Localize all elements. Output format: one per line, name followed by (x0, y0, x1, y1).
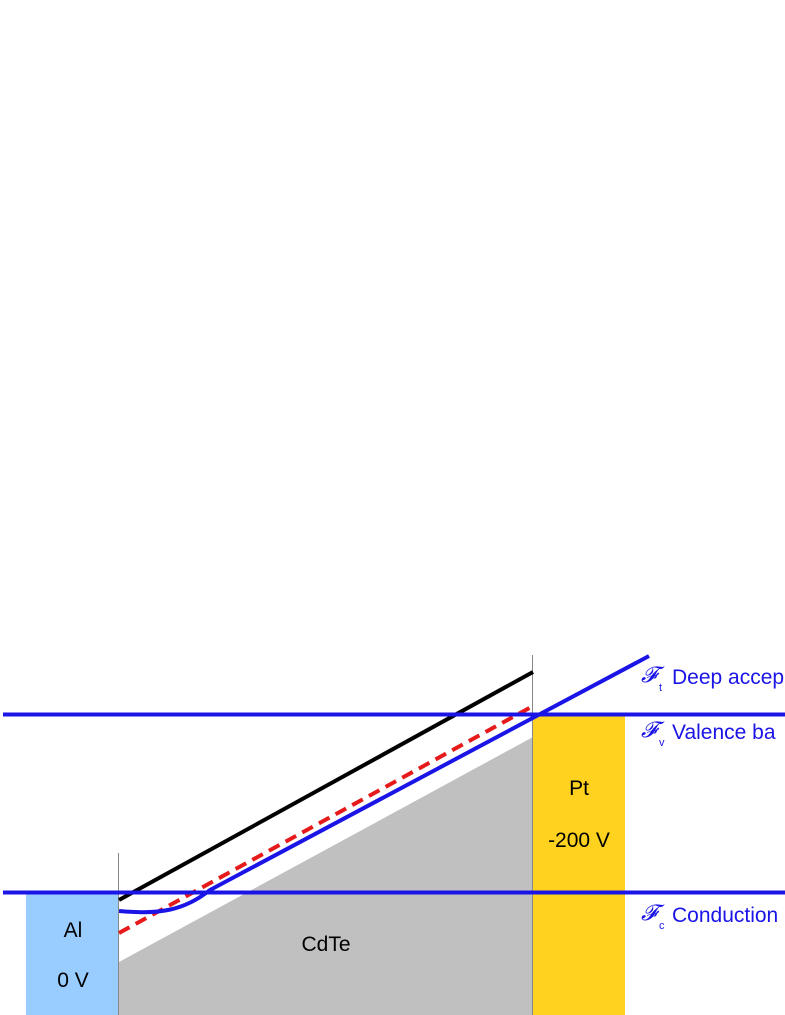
al-electrode (26, 893, 119, 1015)
conduction-label-group: 𝓕 c Conduction (641, 901, 778, 932)
valence-label-group: 𝓕 v Valence ba (641, 718, 776, 749)
black-band-line (118, 670, 534, 902)
conduction-subscript: c (659, 920, 665, 932)
deep-acceptor-label-group: 𝓕 t Deep accep (641, 663, 784, 694)
deep-acceptor-label: Deep accep (672, 666, 784, 689)
cdte-region (119, 737, 533, 1015)
red-dashed-line (118, 704, 534, 935)
cdte-label: CdTe (301, 933, 350, 956)
al-label: Al (64, 919, 83, 942)
deep-acceptor-subscript: t (659, 682, 662, 694)
conduction-label: Conduction (672, 904, 778, 927)
pt-voltage: -200 V (548, 829, 610, 852)
pt-label: Pt (569, 777, 589, 800)
pt-electrode (533, 715, 625, 1015)
al-voltage: 0 V (57, 969, 89, 992)
valence-label: Valence ba (672, 721, 776, 744)
valence-subscript: v (659, 737, 665, 749)
